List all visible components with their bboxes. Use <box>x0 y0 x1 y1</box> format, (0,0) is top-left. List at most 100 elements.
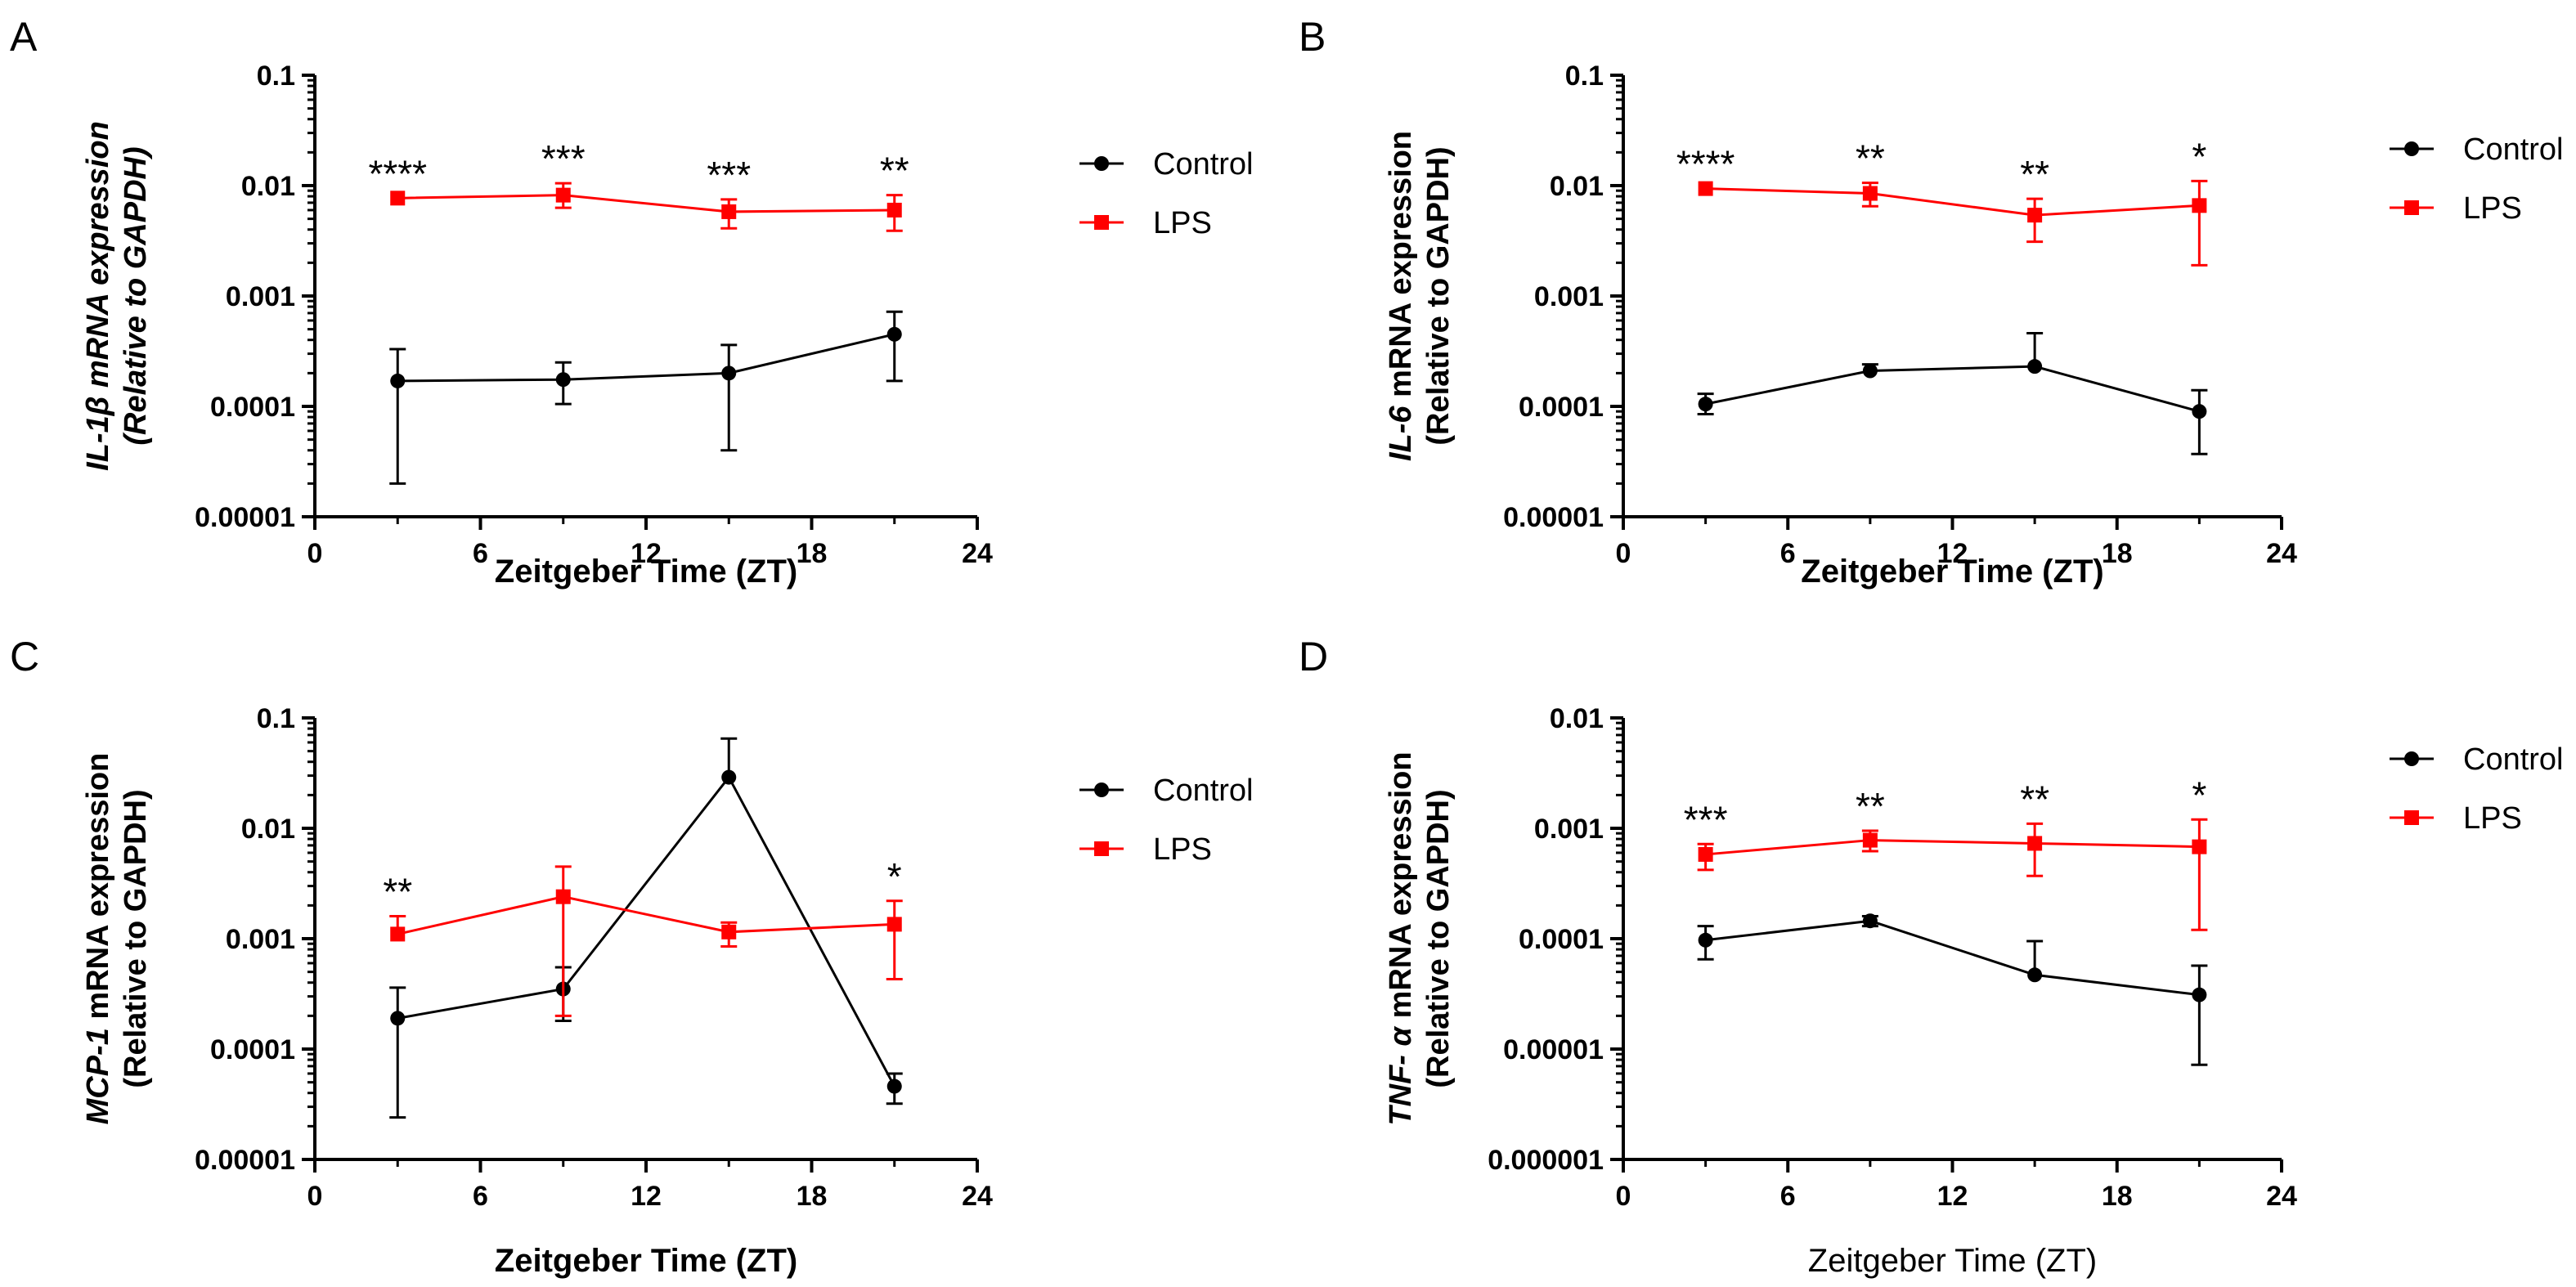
panel-a-lps-line <box>397 194 895 213</box>
panel-a-ytick-label: 0.01 <box>241 171 295 202</box>
panel-a-xtick-label: 6 <box>473 538 488 569</box>
panel-b-control-point <box>1862 363 1878 379</box>
panel-c-lps-point <box>390 926 406 942</box>
panel-b-significance: **** <box>1676 143 1735 186</box>
panel-d-xtick-label: 12 <box>1937 1181 1968 1212</box>
panel-a-significance: ** <box>880 150 909 192</box>
panel-b-lps-series <box>1698 179 2208 267</box>
panel-d-significance: *** <box>1684 798 1728 841</box>
panel-d-ylabel-gene: TNF- α <box>1384 1025 1418 1125</box>
panel-c: C 0.00001 0.0001 0.001 0.01 0.1 0 6 12 18 24 Zeitge… <box>10 634 1254 1279</box>
panel-b-legend-label: Control <box>2463 132 2564 167</box>
panel-b-xtick-label: 0 <box>1616 538 1631 569</box>
panel-a-ylabel: IL-1β mRNA expression (Relative to GAPDH) <box>81 121 153 471</box>
panel-c-xtick-label: 18 <box>797 1181 828 1212</box>
panel-b-ylabel-suffix: mRNA expression <box>1384 131 1418 406</box>
panel-b-ytick-label: 0.0001 <box>1519 392 1604 423</box>
panel-b-significance: * <box>2192 135 2206 177</box>
panel-d-xtick-label: 18 <box>2102 1181 2133 1212</box>
panel-c-xtick-label: 6 <box>473 1181 488 1212</box>
panel-d-xtick-label: 0 <box>1616 1181 1631 1212</box>
panel-c-legend-marker <box>1094 841 1109 856</box>
panel-d-legend-label: LPS <box>2463 801 2522 836</box>
panel-b-xtick-label: 24 <box>2266 538 2297 569</box>
panel-a-legend-label: Control <box>1153 147 1254 182</box>
panel-b-xlabel: Zeitgeber Time (ZT) <box>1801 554 2103 590</box>
panel-d-control-point <box>2027 967 2043 983</box>
panel-c-significance: ** <box>383 870 412 913</box>
panel-d-control-point <box>2192 987 2207 1002</box>
panel-c-control-point <box>721 769 737 785</box>
panel-b-letter: B <box>1299 14 1326 60</box>
panel-b: B 0.00001 0.0001 0.001 0.01 0.1 0 6 12 18 24 Zeitge… <box>1299 14 2564 590</box>
panel-b-lps-point <box>1698 181 1713 196</box>
panel-b-xtick-label: 18 <box>2102 538 2133 569</box>
panel-d-lps-line <box>1705 839 2200 856</box>
panel-d-significance: ** <box>2020 778 2049 820</box>
panel-d-ylabel: TNF- α mRNA expression (Relative to GAPDH… <box>1384 751 1456 1125</box>
panel-a-control-line <box>397 333 895 383</box>
panel-b-lps-point <box>2192 198 2207 213</box>
panel-b-legend-label: LPS <box>2463 191 2522 226</box>
panel-c-legend-label: Control <box>1153 774 1254 808</box>
panel-a-xtick-label: 12 <box>631 538 662 569</box>
panel-a-ylabel-gene: IL-1β <box>81 397 115 471</box>
panel-a-xtick-label: 0 <box>307 538 323 569</box>
panel-d-significance: * <box>2192 774 2206 816</box>
panel-a-significance: **** <box>368 152 427 195</box>
panel-c-lps-series <box>389 865 903 1017</box>
panel-b-control-line <box>1705 365 2200 413</box>
panel-d-lps-point <box>2027 836 2043 851</box>
panel-c-ytick-label: 0.0001 <box>210 1034 295 1065</box>
panel-b-legend: Control LPS <box>2390 132 2564 226</box>
panel-a-significance: *** <box>707 154 751 196</box>
panel-c-lps-point <box>886 917 902 932</box>
panel-d-control-point <box>1698 932 1713 948</box>
panel-a-ytick-label: 0.0001 <box>210 392 295 423</box>
panel-b-lps-line <box>1705 187 2200 217</box>
panel-d-xtick-label: 24 <box>2266 1181 2297 1212</box>
panel-a-lps-point <box>886 202 902 217</box>
panel-b-significance: ** <box>1856 137 1885 180</box>
panel-a-lps-point <box>555 187 571 203</box>
panel-c-ytick-label: 0.00001 <box>195 1145 295 1176</box>
panel-b-significance: ** <box>2020 153 2049 195</box>
panel-c-ytick-label: 0.001 <box>226 924 295 955</box>
panel-a-letter: A <box>10 14 38 60</box>
panel-a-legend-marker <box>1094 156 1109 171</box>
panel-d-ytick-label: 0.0001 <box>1519 924 1604 955</box>
panel-a-control-point <box>721 365 737 381</box>
panel-b-control-point <box>1698 397 1713 412</box>
panel-c-ylabel-suffix: mRNA expression <box>81 753 115 1028</box>
panel-b-legend-marker <box>2404 141 2419 156</box>
panel-c-legend-label: LPS <box>1153 832 1212 867</box>
panel-a-xtick-label: 18 <box>797 538 828 569</box>
panel-b-control-point <box>2192 404 2207 419</box>
panel-a-control-point <box>390 373 406 388</box>
panel-a-xlabel: Zeitgeber Time (ZT) <box>495 554 797 590</box>
panel-c-control-point <box>390 1011 406 1026</box>
panel-c-xtick-label: 0 <box>307 1181 323 1212</box>
panel-c-xlabel: Zeitgeber Time (ZT) <box>495 1243 797 1279</box>
panel-b-control-series <box>1697 332 2208 455</box>
panel-b-ytick-label: 0.01 <box>1550 171 1604 202</box>
panel-d-lps-point <box>2192 839 2207 854</box>
panel-a-legend-marker <box>1094 215 1109 230</box>
panel-d-legend-marker <box>2404 751 2419 766</box>
panel-c-xtick-label: 12 <box>631 1181 662 1212</box>
panel-b-ylabel: IL-6 mRNA expression (Relative to GAPDH) <box>1384 131 1456 461</box>
panel-c-letter: C <box>10 634 39 679</box>
panel-d-legend-label: Control <box>2463 742 2564 777</box>
panel-d-control-point <box>1862 913 1878 929</box>
panel-b-lps-point <box>1862 186 1878 201</box>
panel-a-legend-label: LPS <box>1153 206 1212 240</box>
panel-b-ytick-label: 0.001 <box>1534 281 1604 312</box>
panel-d-lps-point <box>1698 846 1713 862</box>
panel-a-ytick-label: 0.1 <box>257 61 295 92</box>
panel-b-ylabel-line2: (Relative to GAPDH) <box>1421 146 1456 445</box>
panel-b-ytick-label: 0.00001 <box>1503 502 1604 533</box>
panel-d-ylabel-line2: (Relative to GAPDH) <box>1421 789 1456 1087</box>
panel-d-legend: Control LPS <box>2390 742 2564 836</box>
panel-a-ylabel-suffix: mRNA expression <box>81 121 115 396</box>
panel-d-ytick-label: 0.00001 <box>1503 1034 1604 1065</box>
